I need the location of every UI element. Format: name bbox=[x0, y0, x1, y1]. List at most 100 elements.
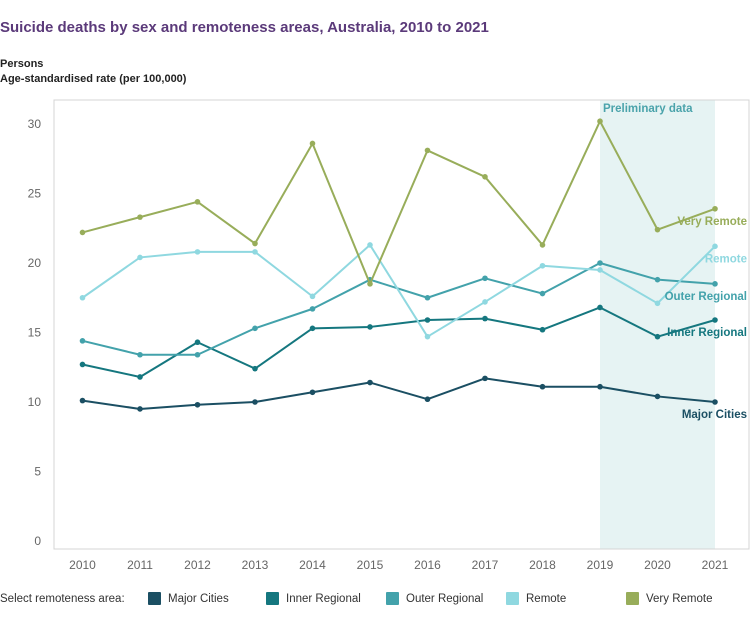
series-end-label-very-remote: Very Remote bbox=[677, 216, 747, 228]
data-point-inner-regional bbox=[597, 304, 603, 311]
data-point-very-remote bbox=[654, 226, 661, 233]
series-line-inner-regional bbox=[82, 306, 716, 378]
data-point-remote bbox=[654, 300, 661, 307]
legend-item-label: Major Cities bbox=[168, 593, 229, 605]
data-point-outer-regional bbox=[597, 260, 603, 266]
series-end-label-major-cities: Major Cities bbox=[682, 409, 747, 421]
data-point-very-remote bbox=[252, 240, 258, 247]
legend-item-label: Inner Regional bbox=[286, 593, 361, 605]
x-tick-label: 2021 bbox=[702, 558, 729, 572]
legend-swatch bbox=[386, 592, 399, 605]
series-line-major-cities bbox=[82, 377, 716, 410]
data-point-very-remote bbox=[482, 174, 488, 180]
series-end-label-outer-regional: Outer Regional bbox=[665, 291, 747, 303]
y-tick-label: 15 bbox=[28, 326, 42, 340]
chart-y-axis-label: Age-standardised rate (per 100,000) bbox=[0, 73, 187, 85]
data-point-remote bbox=[252, 249, 258, 255]
data-point-major-cities bbox=[367, 379, 373, 386]
legend-swatch bbox=[266, 592, 279, 605]
data-point-very-remote bbox=[194, 199, 201, 205]
series-end-label-inner-regional: Inner Regional bbox=[667, 327, 747, 339]
data-point-outer-regional bbox=[194, 351, 201, 358]
y-tick-label: 25 bbox=[28, 187, 42, 201]
data-point-inner-regional bbox=[137, 374, 143, 380]
x-tick-label: 2020 bbox=[644, 558, 671, 572]
data-point-outer-regional bbox=[79, 338, 86, 344]
data-point-major-cities bbox=[712, 399, 718, 405]
series-end-label-remote: Remote bbox=[705, 253, 747, 265]
x-tick-label: 2015 bbox=[357, 558, 384, 572]
data-point-remote bbox=[194, 249, 201, 255]
data-point-major-cities bbox=[252, 399, 258, 405]
legend: Select remoteness area: Major Cities Inne… bbox=[0, 591, 754, 611]
data-point-very-remote bbox=[712, 205, 718, 212]
data-point-inner-regional bbox=[654, 333, 661, 340]
x-tick-label: 2011 bbox=[127, 558, 153, 572]
data-point-inner-regional bbox=[712, 317, 718, 323]
series-line-very-remote bbox=[82, 120, 716, 285]
series-line-outer-regional bbox=[82, 262, 716, 356]
data-point-remote bbox=[424, 333, 431, 340]
y-tick-label: 30 bbox=[28, 117, 42, 131]
data-point-major-cities bbox=[137, 406, 143, 412]
data-point-inner-regional bbox=[424, 317, 431, 323]
x-tick-label: 2017 bbox=[472, 558, 499, 572]
data-point-major-cities bbox=[539, 383, 546, 390]
data-point-very-remote bbox=[309, 140, 316, 147]
y-tick-label: 5 bbox=[34, 465, 41, 479]
legend-label: Select remoteness area: bbox=[0, 593, 125, 605]
x-tick-label: 2019 bbox=[587, 558, 614, 572]
y-tick-label: 0 bbox=[34, 534, 41, 548]
y-tick-label: 10 bbox=[28, 395, 42, 409]
legend-item-label: Very Remote bbox=[646, 593, 713, 605]
x-tick-label: 2013 bbox=[242, 558, 269, 572]
data-point-remote bbox=[539, 262, 546, 269]
legend-item-label: Remote bbox=[526, 593, 567, 605]
data-point-very-remote bbox=[137, 214, 143, 220]
data-point-outer-regional bbox=[424, 294, 431, 301]
data-point-inner-regional bbox=[367, 324, 373, 330]
data-point-outer-regional bbox=[252, 325, 258, 332]
data-point-remote bbox=[482, 299, 488, 305]
data-point-remote bbox=[597, 267, 603, 273]
series-line-remote bbox=[81, 243, 716, 338]
data-point-outer-regional bbox=[654, 276, 661, 283]
legend-item-label: Outer Regional bbox=[406, 593, 484, 605]
data-point-major-cities bbox=[424, 396, 431, 403]
x-tick-label: 2016 bbox=[414, 558, 441, 572]
data-point-inner-regional bbox=[79, 361, 86, 368]
x-tick-label: 2014 bbox=[299, 558, 326, 572]
data-point-outer-regional bbox=[482, 275, 488, 282]
legend-swatch bbox=[506, 592, 519, 605]
data-point-inner-regional bbox=[539, 326, 546, 333]
data-point-major-cities bbox=[597, 383, 603, 390]
data-point-inner-regional bbox=[482, 315, 488, 322]
legend-swatch bbox=[148, 592, 161, 605]
data-point-major-cities bbox=[79, 397, 86, 404]
y-tick-label: 20 bbox=[28, 256, 42, 270]
data-point-inner-regional bbox=[194, 339, 201, 346]
plot-frame bbox=[53, 99, 750, 550]
chart-subtitle-persons: Persons bbox=[0, 58, 44, 70]
data-point-remote bbox=[309, 293, 316, 300]
data-point-very-remote bbox=[539, 242, 546, 248]
data-point-inner-regional bbox=[252, 365, 258, 372]
data-point-very-remote bbox=[424, 147, 431, 154]
data-point-very-remote bbox=[367, 281, 373, 287]
chart-title: Suicide deaths by sex and remoteness are… bbox=[0, 19, 489, 36]
x-tick-label: 2010 bbox=[69, 558, 96, 572]
data-point-remote bbox=[367, 242, 373, 248]
data-point-inner-regional bbox=[309, 325, 316, 332]
data-point-very-remote bbox=[79, 229, 86, 236]
data-point-remote bbox=[712, 243, 718, 250]
x-tick-label: 2012 bbox=[184, 558, 211, 572]
x-tick-label: 2018 bbox=[529, 558, 556, 572]
preliminary-data-label: Preliminary data bbox=[603, 103, 693, 115]
legend-swatch bbox=[626, 592, 639, 605]
data-point-outer-regional bbox=[309, 306, 316, 312]
data-point-outer-regional bbox=[539, 290, 546, 297]
line-chart: Preliminary data 0 5 10 15 20 25 30 2010 2011 2012… bbox=[28, 99, 750, 572]
data-point-remote bbox=[79, 294, 86, 301]
data-point-major-cities bbox=[482, 375, 488, 382]
data-point-major-cities bbox=[194, 401, 201, 408]
